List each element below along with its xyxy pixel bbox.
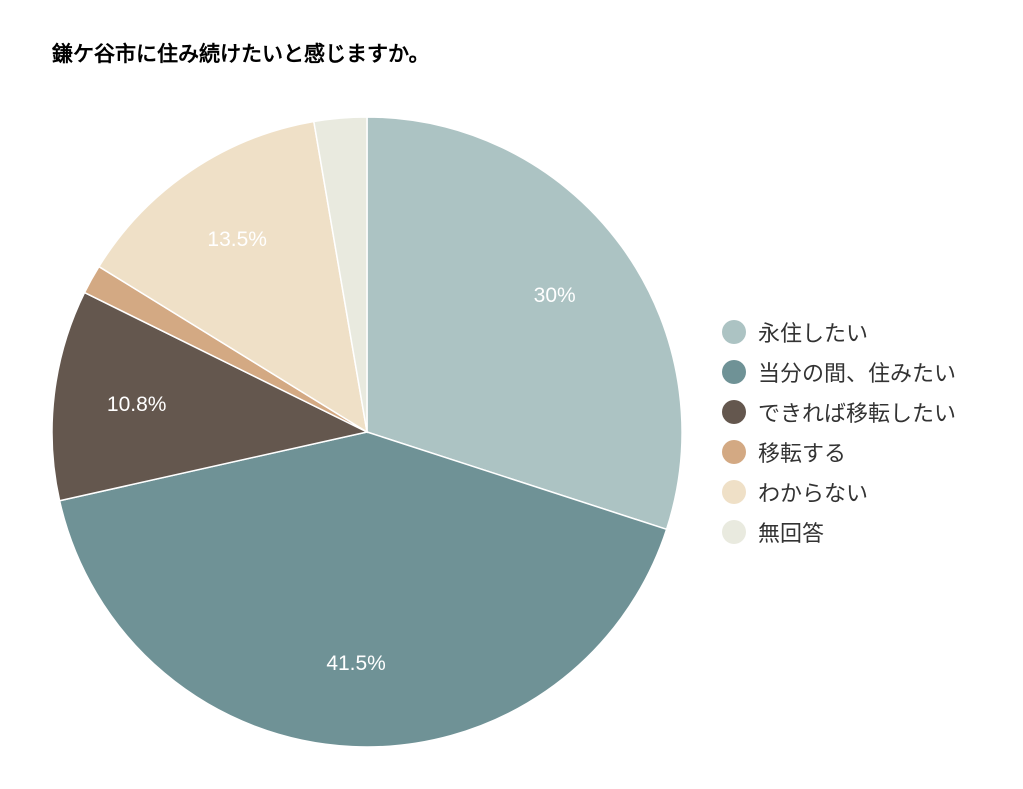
pie-slice-2 — [51, 291, 370, 502]
legend-swatch — [722, 480, 746, 504]
slice-label-4: 13.5% — [207, 228, 267, 251]
chart-title: 鎌ケ谷市に住み続けたいと感じますか。 — [52, 42, 430, 66]
legend-item-unknown: わからない — [722, 472, 956, 512]
pie-slice-4 — [97, 120, 369, 434]
slice-label-0: 30% — [534, 284, 576, 307]
pie-slice-0 — [366, 116, 683, 531]
legend-item-permanent: 永住したい — [722, 312, 956, 352]
legend-swatch — [722, 400, 746, 424]
legend-label: 当分の間、住みたい — [758, 362, 957, 387]
legend-label: 移転する — [758, 442, 847, 467]
legend-item-move: 移転する — [722, 432, 956, 472]
pie-slice-5 — [312, 116, 368, 433]
pie-slice-1 — [58, 431, 668, 748]
legend-label: わからない — [758, 482, 869, 507]
slice-label-1: 41.5% — [326, 652, 386, 675]
slice-label-2: 10.8% — [107, 393, 167, 416]
legend-swatch — [722, 320, 746, 344]
legend-item-no-answer: 無回答 — [722, 512, 956, 552]
legend: 永住したい 当分の間、住みたい できれば移転したい 移転する わからない 無回答 — [722, 312, 956, 552]
legend-item-prefer-move: できれば移転したい — [722, 392, 956, 432]
legend-item-for-now: 当分の間、住みたい — [722, 352, 956, 392]
legend-swatch — [722, 520, 746, 544]
legend-label: できれば移転したい — [758, 402, 957, 427]
legend-label: 無回答 — [758, 522, 825, 547]
legend-label: 永住したい — [758, 322, 869, 347]
legend-swatch — [722, 360, 746, 384]
legend-swatch — [722, 440, 746, 464]
